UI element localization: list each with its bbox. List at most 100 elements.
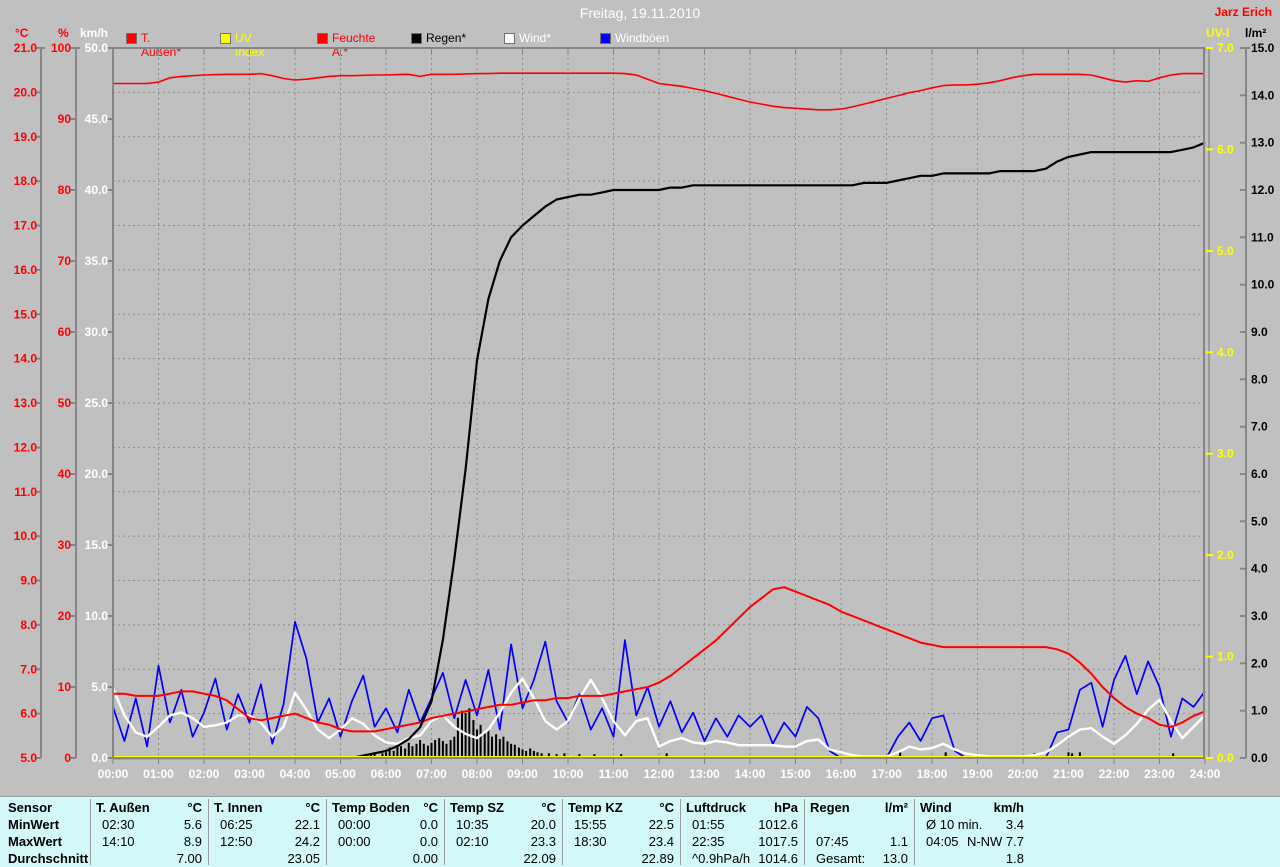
svg-text:09:00: 09:00	[507, 767, 538, 781]
svg-text:02:00: 02:00	[189, 767, 220, 781]
table-cell: 8.9	[183, 834, 202, 849]
svg-text:25.0: 25.0	[85, 396, 109, 410]
svg-text:6.0: 6.0	[1217, 142, 1234, 156]
svg-text:17:00: 17:00	[871, 767, 902, 781]
table-cell: T. Außen	[96, 800, 150, 815]
svg-text:15.0: 15.0	[1251, 41, 1275, 55]
svg-text:03:00: 03:00	[234, 767, 265, 781]
svg-text:11.0: 11.0	[1251, 230, 1274, 244]
svg-text:3.0: 3.0	[1217, 447, 1234, 461]
svg-text:7.0: 7.0	[20, 662, 37, 676]
svg-text:17.0: 17.0	[14, 219, 38, 233]
svg-text:5.0: 5.0	[1251, 514, 1268, 528]
svg-text:60: 60	[58, 325, 72, 339]
svg-text:0.0: 0.0	[1251, 751, 1268, 765]
plot-border	[112, 47, 1210, 764]
table-cell: °C	[423, 800, 438, 815]
svg-text:1.0: 1.0	[1217, 650, 1234, 664]
svg-text:50.0: 50.0	[85, 41, 109, 55]
humidity-axis-unit: %	[58, 26, 69, 40]
table-cell: 22.09	[523, 851, 556, 866]
table-cell: Luftdruck	[686, 800, 746, 815]
svg-text:20.0: 20.0	[14, 85, 38, 99]
table-cell: N-NW 7.7	[966, 834, 1024, 849]
chart-plot: 5.0 6.0 7.0 8.0 9.0 10.0 11.0 12.0 13.0 14.0 15.0 1…	[14, 41, 1275, 781]
svg-text:05:00: 05:00	[325, 767, 356, 781]
svg-text:07:00: 07:00	[416, 767, 447, 781]
svg-text:23:00: 23:00	[1144, 767, 1175, 781]
table-cell: Ø 10 min.	[926, 817, 983, 832]
table-cell: 02:30	[102, 817, 135, 832]
svg-text:22:00: 22:00	[1099, 767, 1130, 781]
page-title: Freitag, 19.11.2010	[579, 5, 701, 21]
table-cell: 07:45	[816, 834, 849, 849]
svg-text:19.0: 19.0	[14, 130, 38, 144]
svg-text:12.0: 12.0	[1251, 183, 1275, 197]
table-cell: Wind	[920, 800, 952, 815]
table-cell: 02:10	[456, 834, 489, 849]
temp-axis-unit: °C	[15, 26, 29, 40]
rain-bars	[370, 708, 1175, 758]
legend-swatch	[411, 33, 422, 44]
svg-text:0.0: 0.0	[1217, 751, 1234, 765]
table-cell: l/m²	[884, 800, 908, 815]
svg-text:11.0: 11.0	[14, 485, 37, 499]
svg-text:9.0: 9.0	[1251, 325, 1268, 339]
table-cell: °C	[659, 800, 674, 815]
svg-text:20: 20	[58, 609, 72, 623]
table-cell: 3.4	[1005, 817, 1024, 832]
table-cell: 22:35	[692, 834, 725, 849]
x-axis-labels: 00:00 01:00 02:00 03:00 04:00 05:00 06:00 07:00…	[98, 767, 1221, 781]
svg-text:21:00: 21:00	[1053, 767, 1084, 781]
svg-text:90: 90	[58, 112, 72, 126]
table-separator	[562, 799, 563, 865]
table-cell: 23.3	[530, 834, 556, 849]
svg-text:30.0: 30.0	[85, 325, 109, 339]
table-cell: 14:10	[102, 834, 135, 849]
svg-text:4.0: 4.0	[1251, 562, 1268, 576]
axis-pct: 0 10 20 30 40 50 60 70 80 90 100	[51, 41, 80, 765]
svg-text:7.0: 7.0	[1217, 41, 1234, 55]
svg-text:18.0: 18.0	[14, 174, 38, 188]
svg-text:06:00: 06:00	[371, 767, 402, 781]
table-cell: 06:25	[220, 817, 253, 832]
svg-text:16:00: 16:00	[826, 767, 857, 781]
svg-text:45.0: 45.0	[85, 112, 109, 126]
svg-text:10: 10	[58, 680, 72, 694]
table-cell: Durchschnitt	[8, 851, 89, 866]
table-cell: 22.1	[294, 817, 320, 832]
legend-swatch	[220, 33, 231, 44]
svg-text:8.0: 8.0	[1251, 372, 1268, 386]
svg-text:9.0: 9.0	[20, 574, 37, 588]
axis-uv: 0.0 1.0 2.0 3.0 4.0 5.0 6.0 7.0	[1206, 41, 1234, 765]
table-cell: 23.4	[648, 834, 674, 849]
svg-text:15.0: 15.0	[85, 538, 109, 552]
table-cell: km/h	[993, 800, 1024, 815]
table-cell: 0.00	[412, 851, 438, 866]
svg-text:0.0: 0.0	[91, 751, 108, 765]
series-t-au-en	[113, 586, 1206, 733]
svg-text:2.0: 2.0	[1251, 656, 1268, 670]
axis-kmh: 0.0 5.0 10.0 15.0 20.0 25.0 30.0 35.0 40.0 45.0 50…	[85, 41, 117, 765]
table-cell: 22.5	[648, 817, 674, 832]
svg-text:12.0: 12.0	[14, 440, 38, 454]
table-cell: Temp Boden	[332, 800, 410, 815]
svg-text:13.0: 13.0	[14, 396, 38, 410]
table-separator	[914, 799, 915, 865]
legend-swatch	[126, 33, 137, 44]
table-cell: Regen	[810, 800, 850, 815]
svg-text:14:00: 14:00	[735, 767, 766, 781]
svg-text:35.0: 35.0	[85, 254, 109, 268]
stats-table: Sensor MinWert MaxWert Durchschnitt T. Außen…	[0, 796, 1280, 867]
legend-swatch	[600, 33, 611, 44]
svg-text:20.0: 20.0	[85, 467, 109, 481]
rain-axis-unit: l/m²	[1245, 26, 1267, 40]
svg-text:10:00: 10:00	[553, 767, 584, 781]
svg-text:40: 40	[58, 467, 72, 481]
table-cell: Gesamt:	[816, 851, 866, 866]
table-cell: ^0.9hPa/h	[692, 851, 751, 866]
svg-text:100: 100	[51, 41, 71, 55]
table-cell: 12:50	[220, 834, 253, 849]
svg-text:15.0: 15.0	[14, 307, 38, 321]
